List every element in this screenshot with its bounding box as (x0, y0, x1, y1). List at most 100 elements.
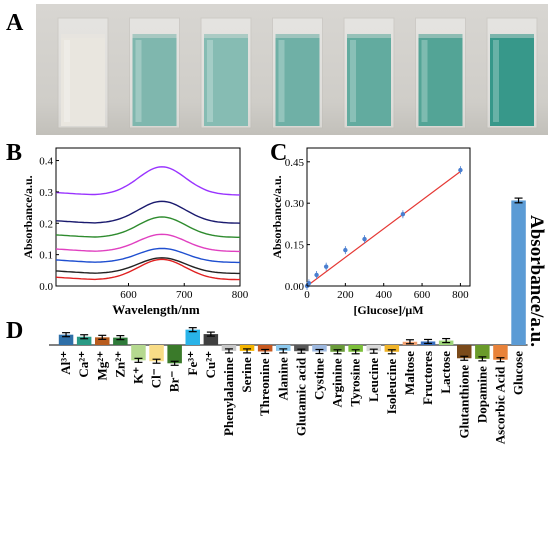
selectivity-chart: Al³⁺ Ca²⁺ Mg²⁺ Zn²⁺ K⁺ Cl⁻ Br⁻Fe³⁺ Cu²⁺ Phenylal… (49, 197, 547, 444)
cuvette (415, 17, 466, 129)
spectrum-line (55, 200, 241, 224)
category-label: Leucine (366, 358, 381, 402)
spectra-chart: 600 700 800 0.0 0.1 0.2 0.3 0.4 Wavelength/nm Abs… (21, 147, 249, 317)
bar (95, 337, 110, 345)
bar (113, 337, 128, 345)
cuvette-meniscus (347, 34, 391, 40)
cuvette-meniscus (418, 34, 463, 40)
cuvette (486, 17, 538, 129)
bar (203, 334, 219, 345)
cuvette (57, 17, 109, 129)
bar (257, 345, 273, 352)
cuvette-solution (275, 38, 320, 126)
y-tick-label: 0.2 (39, 218, 53, 230)
category-label: Dopamine (474, 366, 489, 423)
category-label: Lactose (438, 351, 453, 394)
cuvette-meniscus (275, 34, 320, 40)
cuvette-meniscus (204, 34, 248, 40)
cuvette-highlight (421, 40, 428, 122)
category-label: Fructores (420, 351, 435, 405)
cuvette-highlight (207, 40, 213, 122)
category-label: Phenylalanine (221, 357, 236, 436)
x-tick-label: 800 (232, 289, 249, 301)
bar (131, 345, 146, 361)
spectrum-line (55, 258, 240, 281)
cuvette (272, 17, 323, 129)
category-label: Cystine (311, 358, 326, 400)
category-label: Threonine (257, 358, 272, 416)
category-label: Glutamic acid (293, 357, 308, 436)
x-tick-label: 600 (120, 289, 137, 301)
cuvettes (57, 17, 538, 129)
panel-label-b: B (6, 140, 23, 166)
plot-frame (55, 147, 241, 287)
x-tick-label: 400 (375, 289, 392, 301)
bar (76, 336, 92, 345)
panel-label-d: D (6, 318, 24, 344)
fit-line (306, 170, 461, 287)
category-label: Serine (239, 357, 254, 393)
cuvette-highlight (278, 40, 285, 122)
category-label: K⁺ (130, 367, 145, 384)
y-axis-label: Absorbance/a.u. (21, 175, 35, 258)
y-tick-label: 0.00 (285, 281, 305, 293)
calibration-chart: 0 200 400 600 800 0.00 0.15 0.30 0.45 [Glucose]/μ… (270, 147, 471, 317)
y-tick-label: 0.1 (39, 250, 53, 262)
y-tick-label: 0.0 (39, 281, 53, 293)
bar (239, 345, 255, 351)
bar (457, 345, 472, 359)
cuvette-meniscus (61, 34, 105, 40)
bar (384, 345, 400, 352)
cuvette-solution (132, 38, 177, 126)
x-tick-label: 800 (452, 289, 469, 301)
category-label: Zn²⁺ (112, 351, 127, 378)
spectrum-line (55, 247, 240, 264)
category-label: Maltose (402, 351, 417, 395)
bar (221, 345, 237, 351)
y-axis-label: Absorbance/a.u. (270, 175, 284, 258)
bar (58, 334, 74, 345)
category-label: Arginine (330, 358, 345, 407)
panel-label-a: A (6, 10, 24, 36)
cuvette (200, 17, 252, 129)
bar (475, 345, 490, 359)
cuvette-solution (490, 38, 534, 126)
y-tick-label: 0.4 (39, 156, 53, 168)
x-axis-label: [Glucose]/μM (353, 303, 423, 317)
cuvette-highlight (493, 40, 499, 122)
bar (348, 345, 363, 352)
cuvette-solution (61, 38, 105, 126)
y-tick-label: 0.15 (285, 240, 305, 252)
spectrum-line (55, 216, 240, 238)
category-label: Tyrosine (348, 358, 363, 406)
spectrum-line (55, 233, 240, 253)
category-label: Alanine (275, 357, 290, 401)
cuvette-highlight (135, 40, 142, 122)
bar (312, 345, 327, 352)
bar (185, 329, 200, 345)
x-tick-label: 700 (176, 289, 193, 301)
category-label: Ca²⁺ (76, 351, 91, 378)
y-tick-label: 0.45 (285, 157, 305, 169)
x-tick-label: 0 (304, 289, 310, 301)
category-label: Cu²⁺ (203, 351, 218, 379)
bar (366, 345, 381, 352)
cuvette-highlight (64, 40, 70, 122)
spectrum-line (55, 166, 240, 196)
cuvette-solution (418, 38, 463, 126)
bar (493, 345, 508, 360)
x-tick-label: 200 (337, 289, 354, 301)
spectrum-line (55, 257, 240, 275)
bar (276, 345, 291, 351)
category-label: Br⁻ (167, 371, 182, 392)
y-tick-label: 0.3 (39, 187, 53, 199)
category-label: Ascorbic Acid (492, 366, 507, 444)
bar (330, 345, 345, 352)
cuvette-photo (36, 4, 548, 135)
cuvette (129, 17, 180, 129)
category-label: Al³⁺ (58, 351, 73, 375)
bar (294, 345, 309, 352)
cuvette-highlight (350, 40, 356, 122)
plot-frame (306, 147, 471, 287)
cuvette-meniscus (132, 34, 177, 40)
